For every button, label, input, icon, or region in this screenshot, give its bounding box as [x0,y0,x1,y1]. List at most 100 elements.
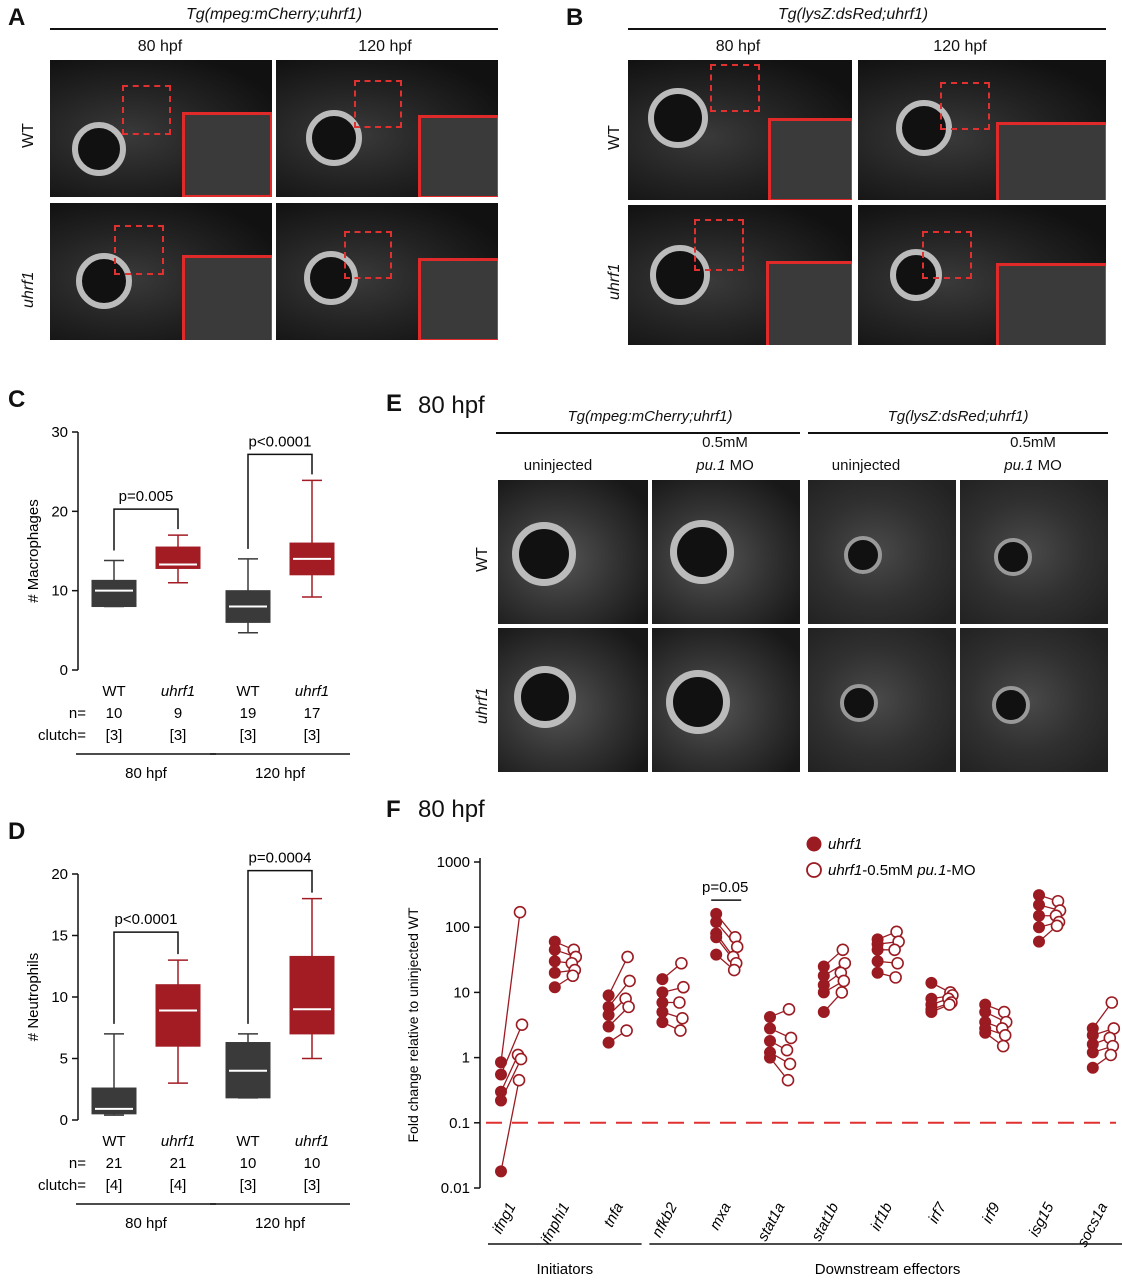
category-group-label: Initiators [536,1261,593,1278]
group-label: uhrf1 [295,683,329,700]
point-uhrf1-pu1-mo [888,943,901,957]
y-tick-label: 10 [453,984,470,1001]
time-group-label: 120 hpf [255,1215,306,1232]
panel-e-group-title-2: Tg(lysZ:dsRed;uhrf1) [887,408,1029,425]
y-tick-label: 30 [51,424,68,441]
point-uhrf1 [602,1020,615,1033]
point-uhrf1 [656,986,669,999]
group-label: WT [102,1133,125,1150]
n-value: 17 [304,705,321,722]
point-uhrf1-pu1-mo [784,1031,798,1045]
clutch-value: [3] [240,727,257,744]
y-tick-label: 0.01 [441,1180,470,1197]
box [91,579,137,608]
point-uhrf1 [548,981,561,994]
point-uhrf1 [495,1068,507,1081]
category-label: isg15 [1026,1199,1058,1239]
comparison-bracket [247,869,313,1024]
category-label: nfkb2 [649,1199,682,1240]
point-uhrf1 [871,955,884,968]
box [155,984,201,1047]
legend-marker-filled [806,836,822,852]
y-tick-label: 20 [51,866,68,883]
panel-a-title: Tg(mpeg:mCherry;uhrf1) [185,6,363,23]
point-uhrf1 [710,916,723,929]
point-uhrf1-pu1-mo [837,974,851,988]
comparison-bracket [247,453,313,549]
point-uhrf1 [817,986,830,999]
point-uhrf1-pu1-mo [675,956,688,970]
n-value: 10 [106,705,123,722]
point-uhrf1-pu1-mo [781,1073,795,1087]
point-uhrf1-pu1-mo [997,1005,1011,1019]
point-uhrf1 [871,943,884,956]
point-uhrf1 [710,931,723,944]
point-uhrf1-pu1-mo [782,1003,796,1016]
clutch-row-label: clutch= [38,727,86,744]
point-uhrf1 [979,1006,992,1019]
panel-e-col-top-4: 0.5mM [1010,434,1056,451]
category-label: stat1a [754,1200,788,1244]
micrograph-e-lysz-wt-pu1mo [960,480,1108,624]
comparison-bracket [113,508,179,551]
point-uhrf1-pu1-mo [780,1043,794,1057]
panel-letter-a: A [8,4,26,31]
point-uhrf1-pu1-mo [889,971,902,984]
point-uhrf1 [602,1036,615,1049]
y-axis-label: # Macrophages [25,499,42,602]
micrograph-b-wt-80hpf [628,60,852,200]
panel-e-col-label-2: pu.1 MO [696,457,754,474]
point-uhrf1 [979,1026,992,1039]
panel-e-col-label-3: uninjected [831,457,901,474]
point-uhrf1-pu1-mo [622,1000,635,1014]
panel-e-col-label-1: uninjected [523,457,593,474]
panel-letter-c: C [8,386,26,413]
point-uhrf1-pu1-mo [677,980,690,994]
p-value-label: p<0.0001 [115,911,178,928]
point-uhrf1 [764,1051,776,1064]
box [289,955,335,1035]
micrograph-a-wt-120hpf [276,60,498,197]
y-tick-label: 100 [445,919,470,936]
legend-label-uhrf1: uhrf1 [828,836,862,853]
category-label: ifnphi1 [538,1200,574,1247]
y-tick-label: 0 [60,662,68,679]
p-value-label: p=0.0004 [249,850,312,867]
y-tick-label: 10 [51,583,68,600]
panel-letter-b: B [566,4,584,31]
point-uhrf1 [1033,909,1045,922]
y-tick-label: 10 [51,989,68,1006]
box [155,546,201,569]
pair-line [608,956,629,996]
micrograph-e-mpeg-uhrf1-pu1mo [652,628,800,772]
y-tick-label: 15 [51,928,68,945]
point-uhrf1 [710,948,723,961]
panel-b-row-label-uhrf1: uhrf1 [606,263,623,300]
point-uhrf1-pu1-mo [513,905,527,919]
category-label: irf7 [925,1199,950,1226]
point-uhrf1 [548,955,561,968]
y-axis-label: Fold change relative to uninjected WT [405,907,421,1142]
point-uhrf1 [1086,1046,1099,1059]
point-uhrf1-pu1-mo [512,1073,526,1087]
clutch-value: [4] [170,1177,187,1194]
point-uhrf1 [925,976,938,989]
chart-f-fold-change: 0.01 0.1 1 10 100 1000 Fold change relative to… [405,836,1122,1278]
point-uhrf1 [548,943,561,956]
point-uhrf1 [817,1006,830,1019]
point-uhrf1-pu1-mo [1105,996,1119,1009]
panel-letter-e: E [386,390,403,417]
legend-label-part: uhrf1 [828,862,862,879]
panel-e-group-title-1: Tg(mpeg:mCherry;uhrf1) [567,408,733,425]
point-uhrf1 [656,973,669,986]
legend-label-pu1-mo: uhrf1-0.5mM pu.1-MO [828,862,976,879]
clutch-value: [3] [240,1177,257,1194]
y-axis-label: # Neutrophils [25,953,42,1041]
point-uhrf1-pu1-mo [673,996,686,1009]
panel-letter-d: D [8,818,26,845]
point-uhrf1-pu1-mo [623,974,636,988]
point-uhrf1 [548,966,561,979]
category-label: ifng1 [489,1200,519,1237]
panel-b-title-rule [628,28,1106,30]
point-uhrf1-pu1-mo [727,963,741,977]
